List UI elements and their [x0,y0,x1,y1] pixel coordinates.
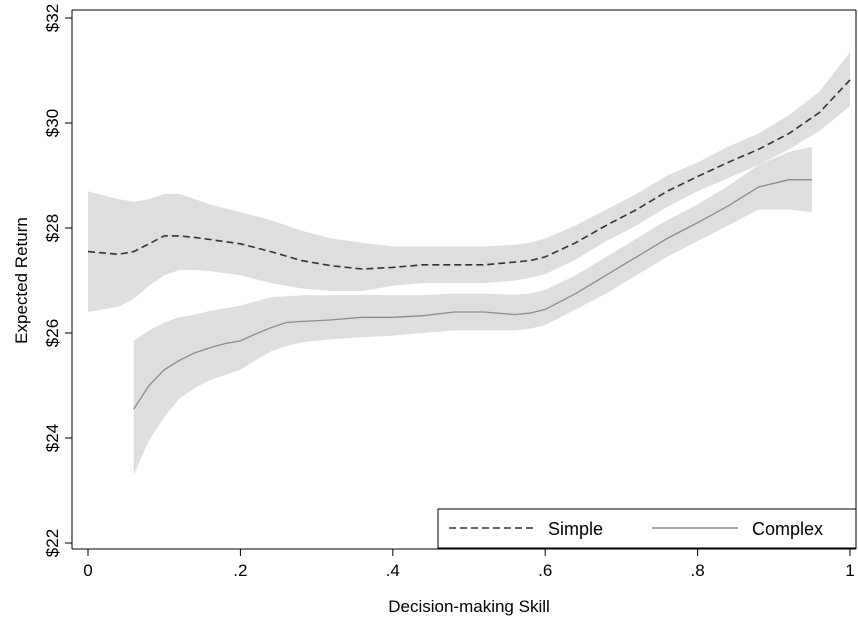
y-tick-label: $32 [43,4,62,32]
y-tick-label: $24 [43,424,62,452]
legend: Simple Complex [437,508,857,549]
y-axis-label: Expected Return [12,217,31,344]
x-tick-label: .6 [538,561,552,580]
x-tick-label: .8 [691,561,705,580]
band-simple [88,52,850,312]
x-tick-label: 0 [83,561,92,580]
x-tick-label: .2 [233,561,247,580]
legend-label-complex: Complex [752,519,823,539]
series-line-simple [87,79,851,270]
series-line-complex [133,179,812,410]
band-complex [133,146,812,475]
legend-label-simple: Simple [548,519,603,539]
x-axis-label: Decision-making Skill [388,597,550,616]
y-tick-label: $22 [43,529,62,557]
y-tick-label: $30 [43,109,62,137]
y-tick-label: $28 [43,214,62,242]
series-lines [87,79,851,410]
y-axis: $22 $24 $26 $28 $30 $32 [43,4,857,557]
y-tick-label: $26 [43,319,62,347]
x-tick-label: 1 [845,561,854,580]
confidence-bands [88,52,850,475]
x-tick-label: .4 [386,561,400,580]
x-axis: 0 .2 .4 .6 .8 1 [72,548,856,580]
